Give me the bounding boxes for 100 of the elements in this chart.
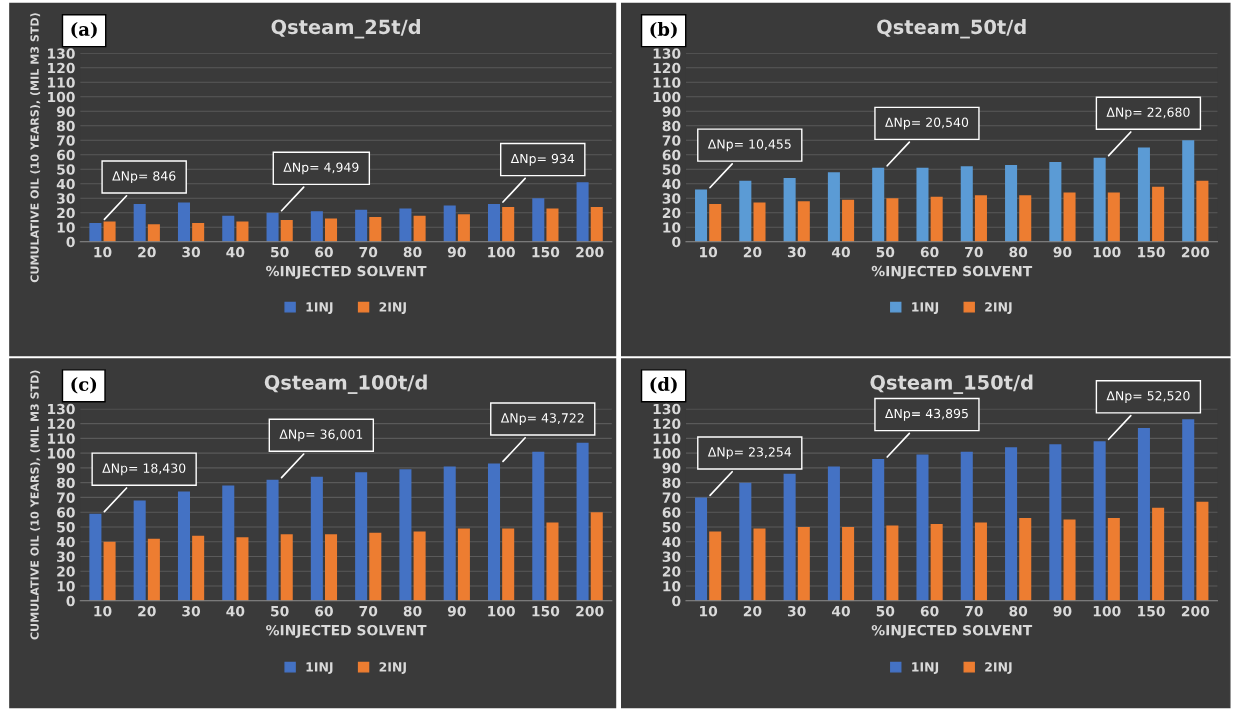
bar (192, 535, 205, 601)
y-tick-label: 100 (48, 448, 75, 459)
x-tick-label: 80 (403, 605, 422, 617)
bar (797, 201, 810, 242)
bar (325, 534, 338, 601)
bar (576, 182, 589, 242)
legend-label: 1INJ (306, 662, 333, 674)
bar (1063, 519, 1076, 601)
bar (1107, 192, 1120, 242)
bar (487, 204, 501, 242)
y-tick-label: 40 (56, 536, 75, 548)
bar (783, 177, 796, 242)
x-tick-label: 70 (965, 605, 983, 617)
bar (1137, 147, 1150, 242)
y-tick-label: 90 (56, 462, 75, 474)
bar (413, 215, 426, 242)
text: (c) (71, 377, 97, 394)
bar (1152, 186, 1165, 242)
annotation: ΔNp= 934 (510, 153, 575, 166)
bar (177, 491, 190, 601)
annotation: ΔNp= 43,895 (885, 408, 968, 421)
y-tick-label: 90 (662, 462, 681, 474)
x-tick-label: 30 (787, 246, 806, 258)
x-tick-label: 20 (138, 605, 156, 617)
bar (1093, 441, 1106, 601)
x-tick-label: 20 (743, 246, 762, 258)
bar (1049, 444, 1062, 601)
bar (443, 205, 456, 242)
x-tick-label: 30 (182, 605, 201, 617)
bar (236, 221, 249, 242)
x-tick-label: 200 (1181, 246, 1210, 258)
bar (1107, 518, 1120, 601)
y-tick-label: 130 (653, 48, 681, 59)
x-axis-title: %INJECTED SOLVENT (266, 624, 427, 638)
y-tick-label: 60 (57, 149, 75, 161)
y-tick-label: 120 (653, 418, 681, 430)
bar (532, 451, 545, 601)
y-tick-label: 120 (653, 62, 681, 74)
annotation: ΔNp= 36,001 (279, 429, 363, 442)
x-tick-label: 100 (1093, 605, 1121, 617)
x-tick-label: 70 (359, 246, 378, 258)
y-tick-label: 120 (48, 62, 75, 74)
y-tick-label: 50 (57, 521, 75, 533)
bar (960, 166, 973, 242)
bar (842, 199, 855, 242)
y-tick-label: 0 (672, 236, 681, 248)
x-tick-label: 90 (447, 605, 466, 617)
y-tick-label: 30 (57, 193, 75, 204)
bar (872, 167, 885, 242)
y-tick-label: 70 (662, 135, 681, 146)
legend-label: 2INJ (985, 302, 1012, 314)
x-tick-label: 50 (271, 605, 289, 617)
bar (886, 198, 899, 242)
y-tick-label: 110 (48, 77, 75, 88)
y-tick-label: 110 (48, 433, 75, 444)
y-tick-label: 70 (662, 492, 681, 503)
bar (546, 208, 559, 242)
bar (355, 472, 368, 601)
x-tick-label: 50 (876, 246, 895, 258)
bar (1049, 162, 1062, 242)
bar (1063, 192, 1076, 242)
bar (546, 522, 559, 601)
bar (133, 500, 146, 601)
legend-label: 2INJ (379, 662, 406, 674)
x-tick-label: 20 (743, 605, 762, 617)
bar (280, 534, 293, 601)
annotation: ΔNp= 52,520 (1106, 391, 1190, 403)
annotation: ΔNp= 20,540 (885, 117, 969, 130)
bar (310, 476, 323, 601)
annotation: ΔNp= 846 (112, 171, 176, 184)
bar (457, 528, 470, 601)
x-tick-label: 90 (1053, 246, 1072, 258)
x-tick-label: 70 (965, 246, 983, 258)
bar (487, 463, 501, 601)
x-tick-label: 50 (876, 605, 895, 617)
y-tick-label: 30 (662, 551, 681, 562)
bar (886, 525, 899, 601)
bar (147, 538, 160, 601)
y-tick-label: 90 (56, 106, 75, 117)
y-tick-label: 40 (662, 536, 681, 548)
x-tick-label: 150 (532, 246, 560, 258)
x-tick-label: 20 (138, 246, 156, 258)
y-tick-label: 50 (662, 164, 681, 175)
x-tick-label: 60 (315, 605, 333, 617)
bar (960, 451, 973, 601)
legend-label: 2INJ (985, 662, 1012, 674)
y-tick-label: 40 (56, 178, 75, 190)
bar (413, 531, 426, 601)
text: (a) (71, 21, 97, 39)
annotation: ΔNp= 10,455 (707, 139, 791, 152)
x-tick-label: 150 (1138, 246, 1165, 258)
chart-title: Qsteam_150t/d (870, 374, 1033, 394)
bar (842, 526, 855, 601)
bar (974, 522, 987, 601)
bar (739, 482, 752, 601)
bar (222, 215, 235, 242)
x-tick-label: 40 (831, 605, 850, 617)
x-axis-title: %INJECTED SOLVENT (266, 265, 427, 279)
x-tick-label: 200 (1181, 605, 1210, 617)
bar (399, 469, 412, 601)
